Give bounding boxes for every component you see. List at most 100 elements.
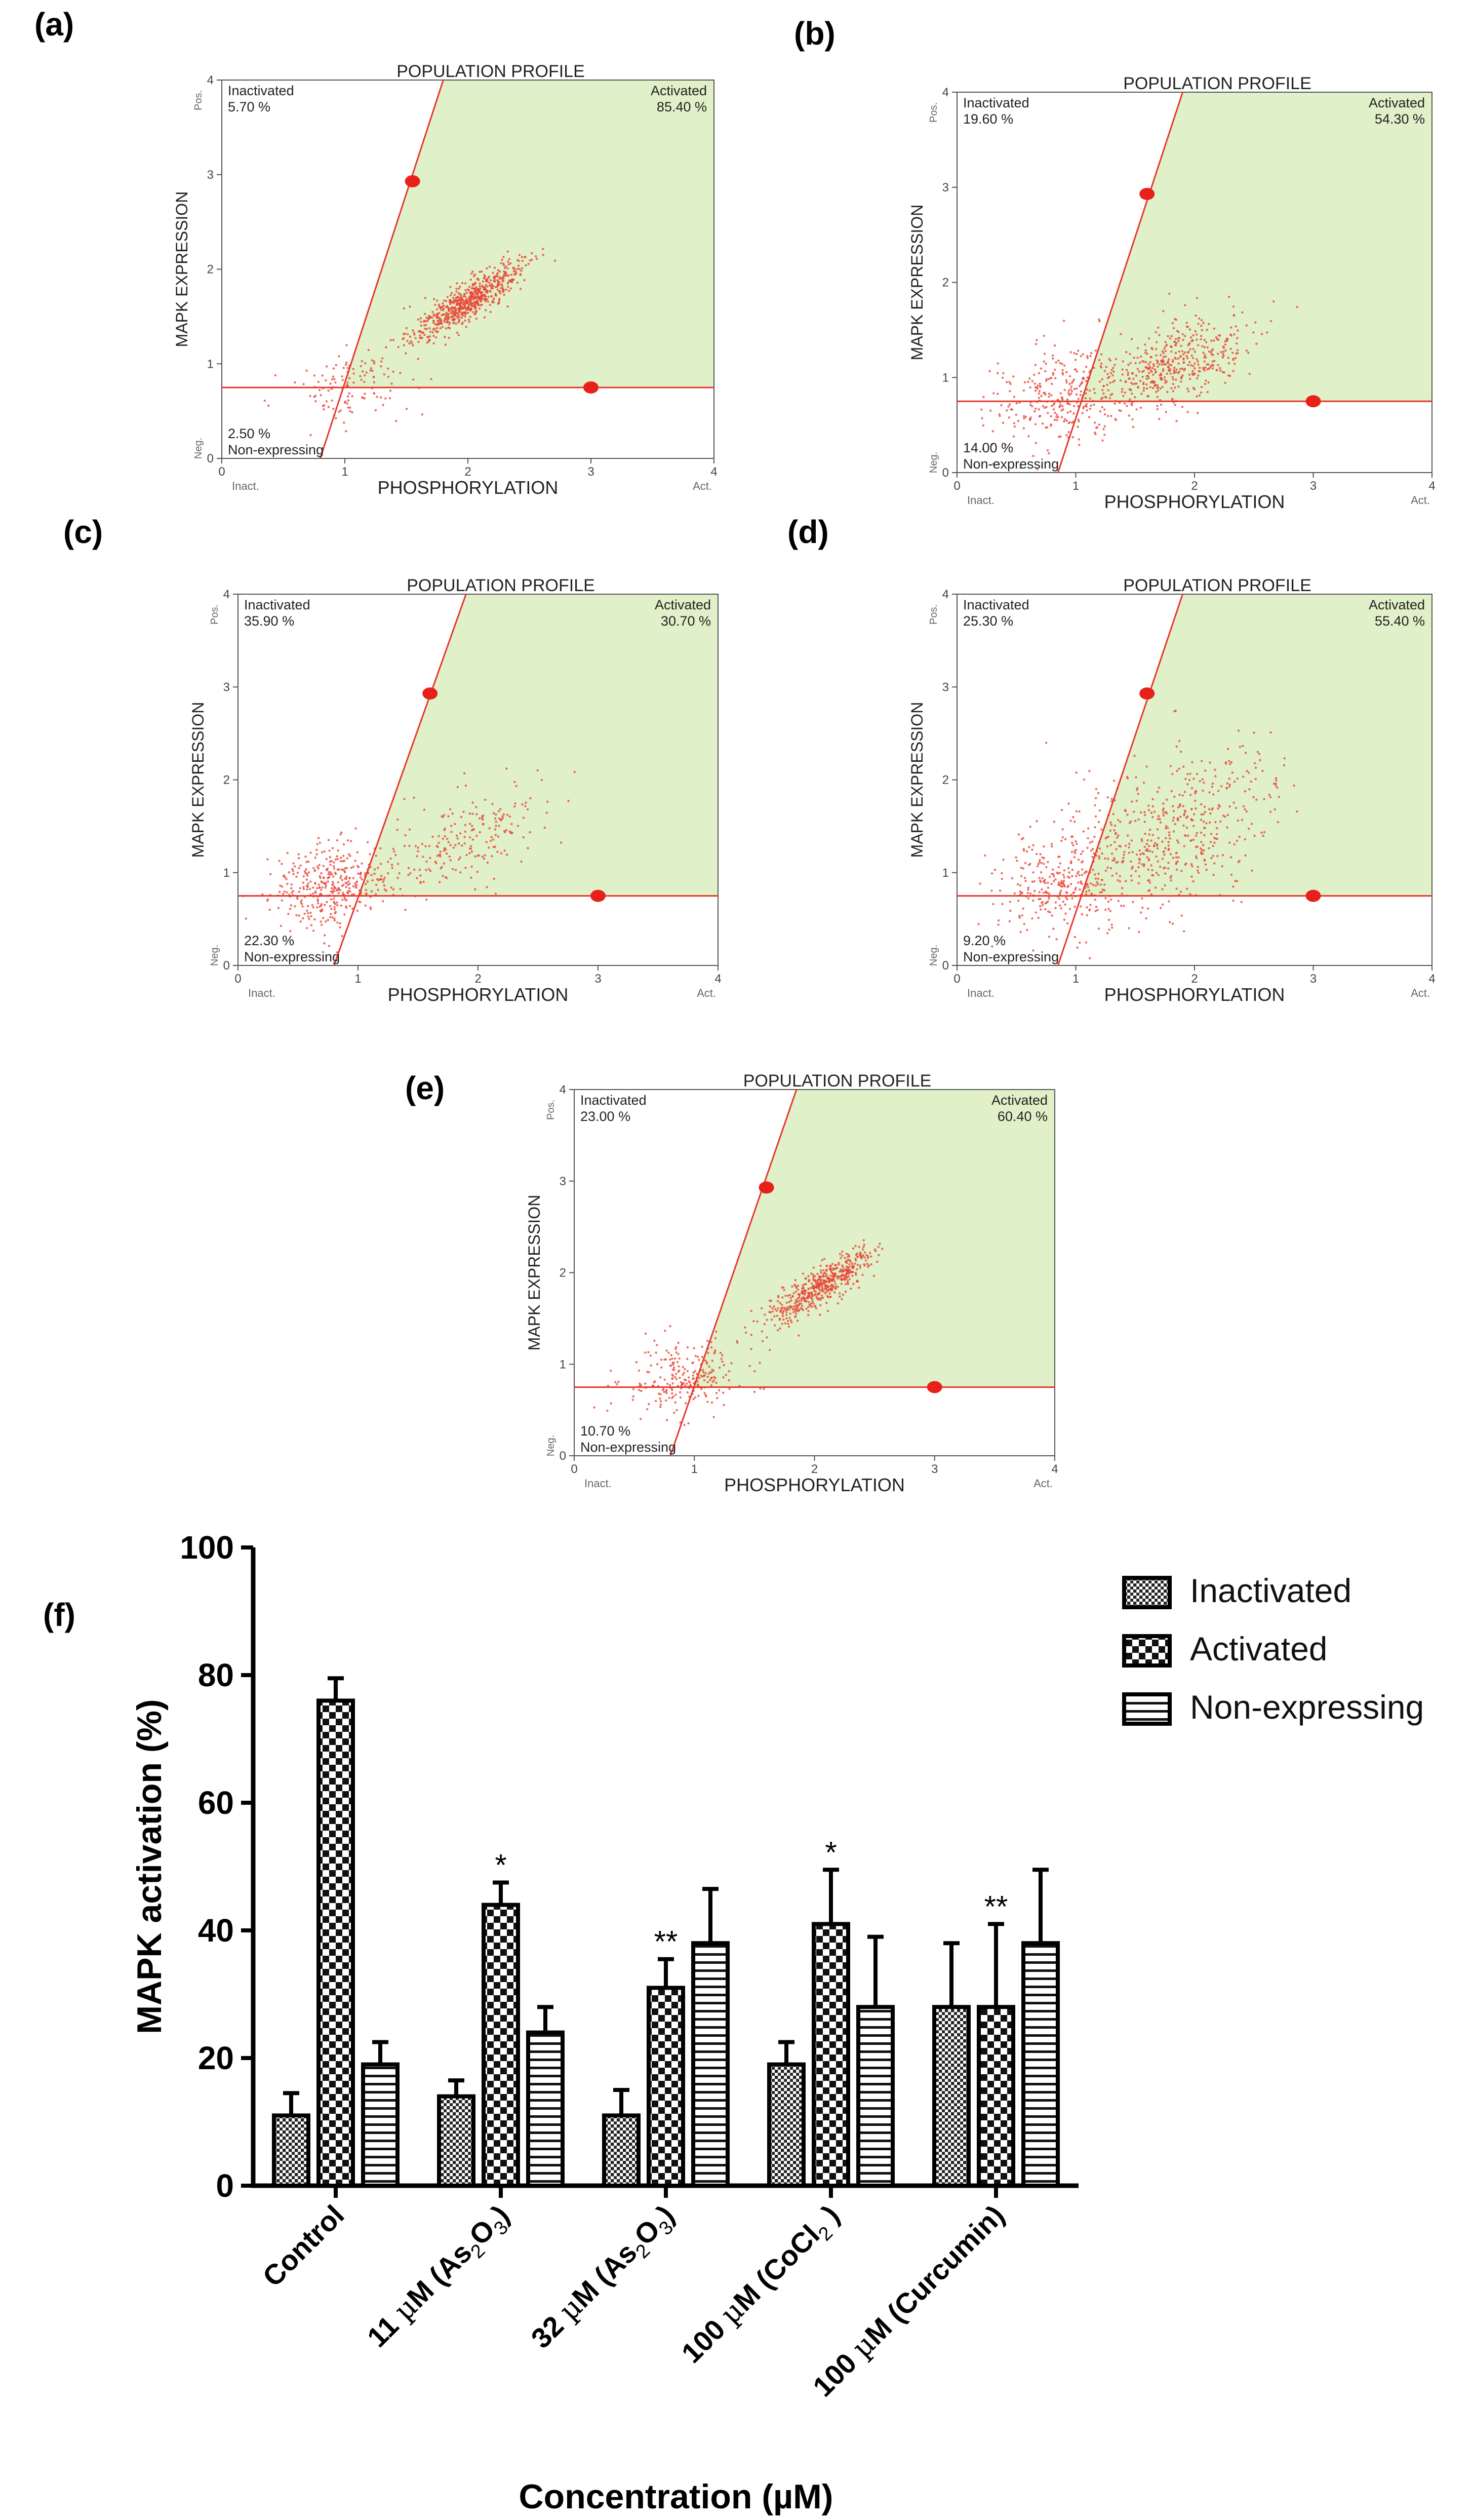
scatter-point (485, 309, 487, 312)
scatter-point (1275, 777, 1278, 780)
scatter-point (1245, 350, 1248, 352)
phosphorylation-gate-line[interactable] (319, 80, 444, 459)
non-expressing-label: Non-expressing (228, 442, 324, 457)
scatter-point (483, 298, 486, 300)
scatter-point (479, 817, 481, 820)
scatter-point (1051, 914, 1053, 917)
scatter-point (1200, 803, 1203, 805)
x-tick-label: 2 (811, 1462, 818, 1476)
scatter-point (1097, 821, 1100, 824)
scatter-point (1008, 403, 1011, 406)
bar-non-expressing-4 (1021, 1941, 1060, 2188)
scatter-point (863, 1256, 866, 1259)
scatter-point (449, 859, 452, 862)
gate-handle[interactable] (759, 1181, 774, 1194)
scatter-point (341, 375, 343, 378)
scatter-point (1198, 317, 1201, 320)
scatter-point (452, 317, 455, 319)
scatter-point (787, 1320, 789, 1322)
activated-region (1081, 594, 1432, 896)
scatter-point (1158, 815, 1160, 818)
scatter-point (841, 1273, 844, 1276)
scatter-point (1230, 873, 1233, 876)
scatter-point (1149, 386, 1151, 389)
scatter-point (1209, 761, 1211, 764)
scatter-point (714, 1349, 717, 1352)
scatter-point (360, 378, 363, 381)
scatter-point (315, 853, 318, 856)
phosphorylation-gate-line[interactable] (333, 594, 467, 966)
scatter-point (1162, 867, 1165, 870)
scatter-point (1226, 339, 1228, 341)
scatter-point (1205, 341, 1208, 343)
scatter-point (1139, 379, 1142, 382)
scatter-point (1044, 878, 1046, 881)
scatter-point (481, 293, 483, 296)
gate-handle[interactable] (1139, 187, 1155, 200)
panel-letter: (b) (794, 15, 836, 52)
scatter-point (798, 1294, 801, 1297)
gate-handle[interactable] (1139, 687, 1155, 700)
scatter-point (1142, 386, 1145, 390)
scatter-point (1028, 377, 1031, 380)
scatter-point (1060, 907, 1062, 910)
gate-handle[interactable] (1305, 395, 1321, 408)
scatter-point (493, 297, 495, 300)
scatter-point (1180, 870, 1183, 872)
scatter-point (407, 333, 409, 335)
scatter-point (1068, 382, 1071, 385)
scatter-point (1146, 839, 1149, 842)
gate-handle[interactable] (590, 889, 606, 902)
scatter-point (769, 1305, 772, 1308)
scatter-point (1171, 376, 1174, 378)
scatter-point (493, 877, 495, 880)
gate-handle[interactable] (405, 175, 420, 187)
gate-handle[interactable] (583, 381, 599, 394)
gate-handle[interactable] (422, 687, 438, 700)
scatter-point (1155, 391, 1158, 393)
scatter-point (312, 867, 315, 870)
scatter-point (1167, 867, 1170, 870)
scatter-point (383, 373, 385, 376)
scatter-point (416, 877, 418, 879)
scatter-point (307, 882, 309, 885)
scatter-point (1098, 359, 1101, 362)
scatter-point (1192, 838, 1195, 841)
scatter-point (656, 1363, 659, 1366)
scatter-point (807, 1306, 810, 1308)
scatter-point (1144, 361, 1147, 364)
scatter-point (1103, 413, 1106, 416)
scatter-point (706, 1401, 709, 1403)
phosphorylation-gate-line[interactable] (1057, 92, 1183, 473)
scatter-point (1253, 731, 1255, 734)
scatter-point (1094, 877, 1097, 880)
scatter-point (1157, 818, 1159, 821)
phosphorylation-gate-line[interactable] (1057, 594, 1183, 966)
scatter-point (392, 888, 395, 891)
scatter-point (455, 315, 457, 317)
scatter-point (1059, 862, 1061, 865)
scatter-point (1183, 791, 1186, 793)
phosphorylation-gate-line[interactable] (669, 1089, 798, 1456)
scatter-point (1190, 808, 1193, 810)
scatter-point (1077, 858, 1080, 861)
scatter-point (343, 421, 345, 424)
scatter-point (1128, 851, 1130, 854)
scatter-point (333, 865, 335, 868)
gate-handle[interactable] (927, 1381, 942, 1393)
scatter-point (1013, 892, 1016, 895)
scatter-point (1206, 363, 1208, 366)
scatter-point (365, 893, 368, 895)
scatter-point (1228, 805, 1231, 808)
scatter-point (1015, 856, 1017, 859)
scatter-point (1106, 415, 1109, 417)
scatter-point (1187, 834, 1189, 837)
legend-swatch (1122, 1692, 1172, 1726)
scatter-point (980, 408, 983, 411)
scatter-point (446, 837, 449, 840)
gate-handle[interactable] (1305, 889, 1321, 902)
scatter-point (1043, 334, 1045, 337)
scatter-point (323, 408, 325, 411)
scatter-point (1209, 841, 1212, 843)
scatter-point (1200, 813, 1203, 816)
